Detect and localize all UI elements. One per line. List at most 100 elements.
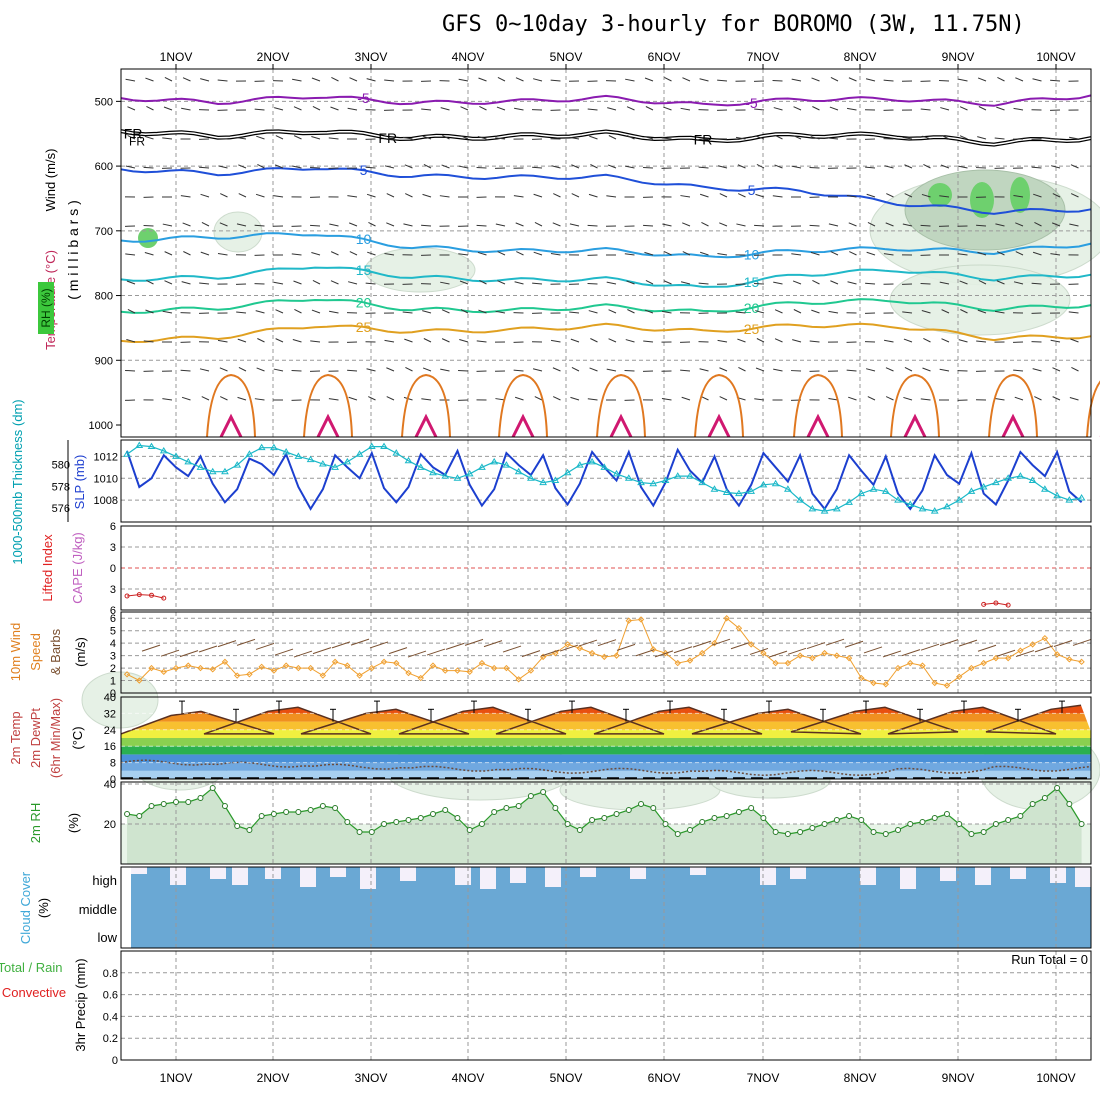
thickness-point-33: [527, 474, 535, 481]
rh-point-55: [797, 829, 804, 835]
wind-barb: [699, 193, 709, 198]
wind-barb: [977, 251, 987, 256]
rh-point-42: [638, 801, 645, 807]
wind-barb: [977, 136, 987, 140]
wind-barb: [458, 253, 469, 256]
wind-barb: [256, 367, 265, 372]
surface-wind-barb: [901, 649, 921, 657]
wind-barb: [236, 223, 247, 227]
cloud-gap-14: [630, 867, 646, 879]
wind-barb: [902, 136, 913, 140]
rh-point-56: [809, 825, 816, 831]
wind-barb: [589, 135, 598, 140]
surface-wind-barb: [863, 646, 883, 654]
rh-point-37: [576, 827, 583, 833]
wind-barb: [143, 340, 154, 343]
isotherm-label-5-0: 5: [360, 162, 368, 178]
wind-barb: [903, 338, 913, 343]
surface-wind-barb: [711, 638, 731, 646]
thickness-point-41: [624, 474, 633, 481]
isotherm-35-day-6: [707, 413, 731, 438]
wind-barb: [201, 222, 210, 227]
wind-barb: [958, 165, 968, 169]
wind-barb: [199, 166, 210, 169]
precip-tick-label-0.4: 0.4: [103, 1011, 118, 1023]
thickness-point-40: [612, 469, 621, 477]
surface-wind-barb: [692, 640, 712, 648]
wind-barb: [848, 222, 857, 227]
wind-speed-point-25: [429, 662, 437, 669]
wind-barb: [829, 106, 839, 111]
wind-barb: [330, 106, 339, 111]
surface-wind-barb: [521, 650, 541, 658]
rh-point-11: [258, 813, 265, 819]
isotherm-label-10-1: 10: [744, 247, 760, 263]
wind-barb: [828, 223, 839, 227]
wind-barb: [291, 369, 302, 372]
rh-point-3: [160, 801, 167, 807]
rh2m-axis-label-1: 2m RH: [28, 803, 43, 843]
wind-barb: [440, 281, 450, 285]
rh-point-68: [956, 821, 963, 827]
wind-barb: [958, 78, 968, 82]
thickness-point-35: [551, 476, 560, 483]
surface-wind-barb: [483, 640, 503, 648]
wind-barb: [607, 164, 617, 169]
wind-barb: [201, 396, 210, 401]
surface-wind-barb: [160, 649, 180, 657]
thickness-point-49: [722, 488, 731, 495]
rh-point-74: [1029, 801, 1036, 807]
thickness-axis-label: 1000-500mb Thickness (dm): [10, 399, 25, 564]
wind-barb: [569, 136, 580, 140]
wind-speed-point-74: [1029, 641, 1036, 648]
rh-shade-1: [213, 211, 263, 253]
wind-barb: [920, 108, 931, 111]
wind-barb: [199, 368, 210, 372]
thickness-point-37: [575, 461, 584, 468]
thickness-point-3: [159, 446, 168, 454]
isotherm-label-0-0: FR: [124, 125, 143, 141]
rh-area: [127, 788, 1082, 864]
wind-barb: [479, 280, 487, 285]
cloud-gap-20: [940, 867, 956, 881]
wind-speed-point-30: [490, 664, 498, 672]
wind-barb: [735, 136, 746, 140]
isotherm-35-day-9: [1001, 413, 1025, 438]
wind-speed-point-41: [625, 617, 632, 624]
thickness-point-30: [490, 457, 499, 465]
rh-point-78: [1078, 821, 1085, 827]
wind-barb: [902, 223, 913, 227]
wind-barb: [293, 106, 302, 111]
surface-wind-barb: [369, 641, 389, 649]
thickness-tick-label-580: 580: [52, 459, 70, 471]
wind-speed-point-49: [723, 615, 730, 622]
wind-barb: [1071, 367, 1079, 372]
wind-speed-point-29: [478, 659, 486, 667]
temp-tick-label-32: 32: [104, 708, 116, 720]
thickness-point-45: [673, 472, 682, 479]
wind-speed-point-43: [650, 646, 657, 653]
wind-barb: [775, 135, 783, 140]
wind-speed-point-26: [442, 667, 449, 674]
wind-barb: [848, 396, 857, 401]
surface-wind-barb: [236, 638, 256, 646]
wind-barb: [940, 164, 950, 169]
wind-barb: [553, 193, 561, 198]
thickness-point-75: [1040, 485, 1049, 492]
top-day-label-8NOV: 8NOV: [844, 50, 877, 64]
wind-barb: [310, 340, 321, 343]
cloud-axis-label-1: Cloud Cover: [18, 871, 33, 944]
wind-barb: [534, 222, 543, 227]
wind-barb: [477, 251, 487, 256]
rh-point-75: [1041, 795, 1048, 801]
thickness-tick-label-578: 578: [52, 481, 70, 493]
wind-barb: [812, 280, 820, 285]
thickness-point-66: [930, 507, 939, 514]
wind-barb: [717, 165, 728, 169]
isotherm-label-5-1: 5: [748, 182, 756, 198]
wind-barb: [663, 106, 672, 111]
li-point-1-2: [1005, 602, 1011, 608]
precip-axis-label-1: Total / Rain: [0, 960, 63, 975]
wind-barb: [755, 367, 765, 372]
wind-speed-series: [126, 617, 1082, 687]
